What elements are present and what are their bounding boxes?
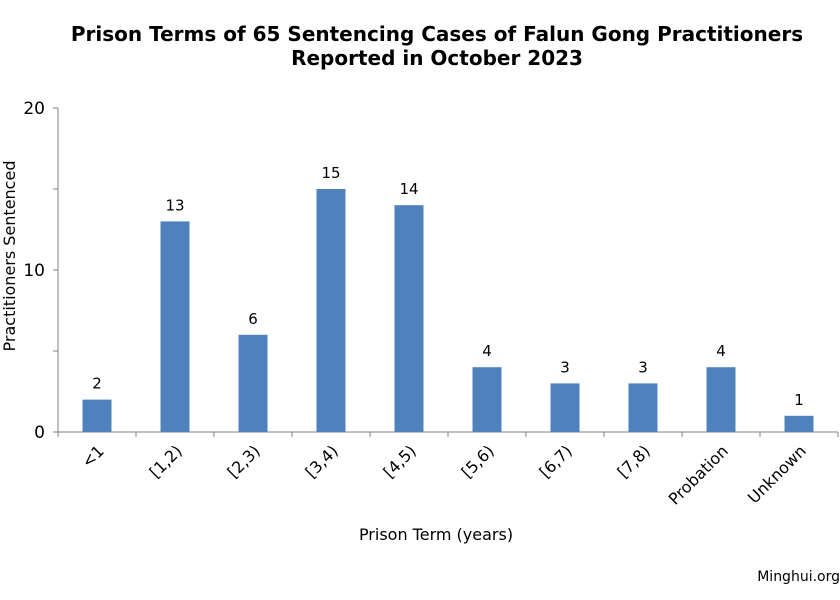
data-label: 15 [321,164,340,182]
bar [238,334,268,432]
data-label: 4 [482,342,492,360]
x-tick-label: [1,2) [146,441,186,481]
chart-title-line-1: Prison Terms of 65 Sentencing Cases of F… [70,22,804,46]
data-label: 3 [560,358,570,376]
y-tick-label: 10 [23,261,45,281]
y-tick-label: 0 [34,423,45,443]
x-tick-label: [6,7) [536,441,576,481]
x-tick-label: [7,8) [614,441,654,481]
x-tick-label: Probation [665,441,732,508]
x-tick-label: [4,5) [380,441,420,481]
chart-title-line-2: Reported in October 2023 [291,46,583,70]
data-label: 2 [92,375,102,393]
source-credit: Minghui.org [757,569,840,585]
data-label: 14 [399,180,418,198]
bar [706,367,736,432]
bar [784,415,814,432]
bar [316,189,346,432]
x-axis-label: Prison Term (years) [359,525,513,544]
x-tick-label: [3,4) [302,441,342,481]
data-label: 6 [248,310,258,328]
bar [394,205,424,432]
data-label: 1 [794,391,804,409]
data-label: 4 [716,342,726,360]
y-axis-label: Practitioners Sentenced [0,161,19,352]
x-tick-label: Unknown [744,441,810,507]
bar [628,383,658,432]
data-label: 13 [165,196,184,214]
y-tick-label: 20 [23,99,45,119]
data-label: 3 [638,358,648,376]
bar [472,367,502,432]
bar [160,221,190,432]
bar [82,399,112,432]
bar [550,383,580,432]
x-tick-label: <1 [78,441,108,471]
x-tick-label: [2,3) [224,441,264,481]
x-tick-label: [5,6) [458,441,498,481]
